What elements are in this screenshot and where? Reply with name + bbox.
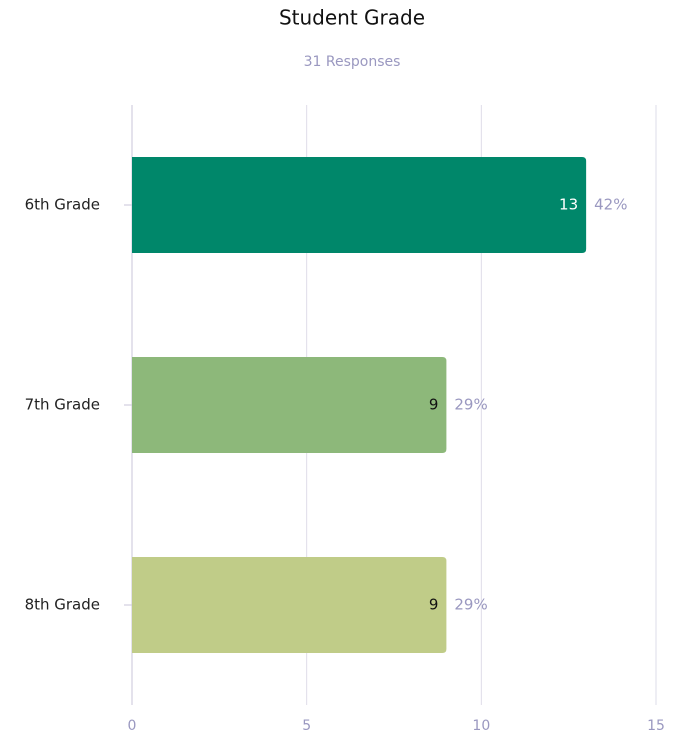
chart-subtitle: 31 Responses <box>304 54 401 70</box>
percent-label: 42% <box>594 196 627 214</box>
bar <box>132 157 587 253</box>
x-tick-label: 10 <box>472 718 490 734</box>
y-tick-label: 7th Grade <box>25 396 100 414</box>
value-label: 9 <box>429 596 439 614</box>
value-label: 9 <box>429 396 439 414</box>
value-label: 13 <box>559 196 578 214</box>
x-tick-label: 0 <box>128 718 137 734</box>
bar <box>132 557 447 653</box>
chart-title: Student Grade <box>279 6 425 30</box>
percent-label: 29% <box>454 396 487 414</box>
x-tick-label: 5 <box>302 718 311 734</box>
x-tick-label: 15 <box>647 718 665 734</box>
y-tick-label: 6th Grade <box>25 196 100 214</box>
y-tick-label: 8th Grade <box>25 596 100 614</box>
percent-label: 29% <box>454 596 487 614</box>
bar <box>132 357 447 453</box>
